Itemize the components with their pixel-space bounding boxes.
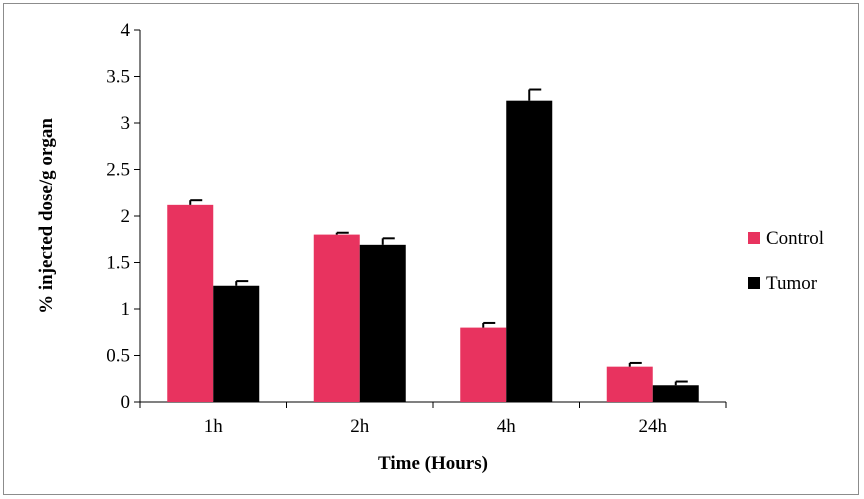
legend-swatch-control [748,232,760,244]
legend-label-control: Control [766,228,824,249]
y-tick-label: 4 [121,20,131,41]
bar-tumor-1h [213,285,260,402]
y-tick-label: 1.5 [106,253,130,274]
bars [167,100,699,403]
x-tick-label: 24h [639,416,668,437]
bar-tumor-24h [652,385,699,402]
y-tick-label: 2 [121,206,131,227]
y-tick-label: 1 [121,299,131,320]
chart-frame [3,3,859,495]
bar-control-24h [606,366,653,402]
x-tick-label: 1h [204,416,224,437]
y-tick-label: 0 [121,392,131,413]
y-tick-label: 3.5 [106,67,130,88]
bar-tumor-2h [359,244,406,402]
bar-control-1h [167,204,214,402]
legend: Control Tumor [748,228,824,294]
y-ticks: 0 0.5 1 1.5 2 2.5 3 3.5 4 [106,20,140,413]
x-axis-title: Time (Hours) [378,453,488,474]
y-tick-label: 2.5 [106,160,130,181]
x-ticks: 1h 2h 4h 24h [139,402,727,437]
bar-control-2h [313,234,360,402]
y-axis-title: % injected dose/g organ [36,118,57,314]
y-tick-label: 0.5 [106,346,130,367]
legend-swatch-tumor [748,277,760,289]
error-bars [189,88,688,386]
legend-label-tumor: Tumor [766,273,818,294]
y-tick-label: 3 [121,113,131,134]
bar-tumor-4h [506,100,553,403]
x-tick-label: 2h [350,416,370,437]
x-tick-label: 4h [497,416,517,437]
bar-control-4h [460,327,507,402]
